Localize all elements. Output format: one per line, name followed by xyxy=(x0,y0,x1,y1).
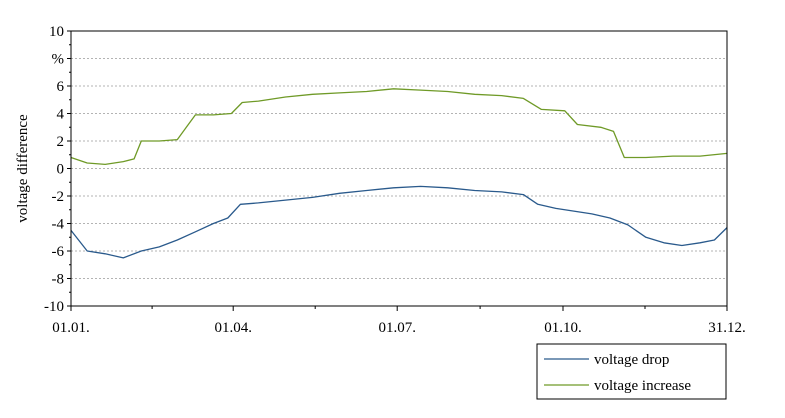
y-tick-label: -6 xyxy=(52,244,65,260)
y-tick-label: 10 xyxy=(49,24,64,40)
y-tick-labels: 10 6 4 2 0 -2 -4 -6 -8 -10 xyxy=(44,24,65,315)
legend-label-voltage-increase: voltage increase xyxy=(594,378,691,394)
y-tick-label: -2 xyxy=(52,189,65,205)
x-tick-labels: 01.01. 01.04. 01.07. 01.10. 31.12. xyxy=(52,320,746,336)
x-tick-label: 01.04. xyxy=(214,320,252,336)
legend-box xyxy=(536,343,727,400)
legend: voltage drop voltage increase xyxy=(536,343,727,400)
y-tick-label: -10 xyxy=(44,299,64,315)
y-tick-label: 4 xyxy=(57,107,65,123)
series-line-voltage-drop xyxy=(70,185,728,259)
series-lines xyxy=(70,88,728,259)
y-unit-label: % xyxy=(52,52,65,68)
legend-label-voltage-drop: voltage drop xyxy=(594,352,669,368)
x-tick-label: 01.10. xyxy=(544,320,582,336)
x-tick-label: 01.07. xyxy=(378,320,416,336)
axis-ticks xyxy=(67,30,728,311)
x-tick-label: 01.01. xyxy=(52,320,90,336)
y-tick-label: 0 xyxy=(57,162,65,178)
y-tick-label: -8 xyxy=(52,272,65,288)
x-tick-label: 31.12. xyxy=(708,320,746,336)
grid-lines xyxy=(71,58,727,279)
y-tick-label: 2 xyxy=(57,134,65,150)
series-line-voltage-increase xyxy=(70,88,728,166)
y-tick-label: -4 xyxy=(52,217,65,233)
y-axis-label: voltage difference xyxy=(15,114,31,223)
y-tick-label: 6 xyxy=(57,79,65,95)
